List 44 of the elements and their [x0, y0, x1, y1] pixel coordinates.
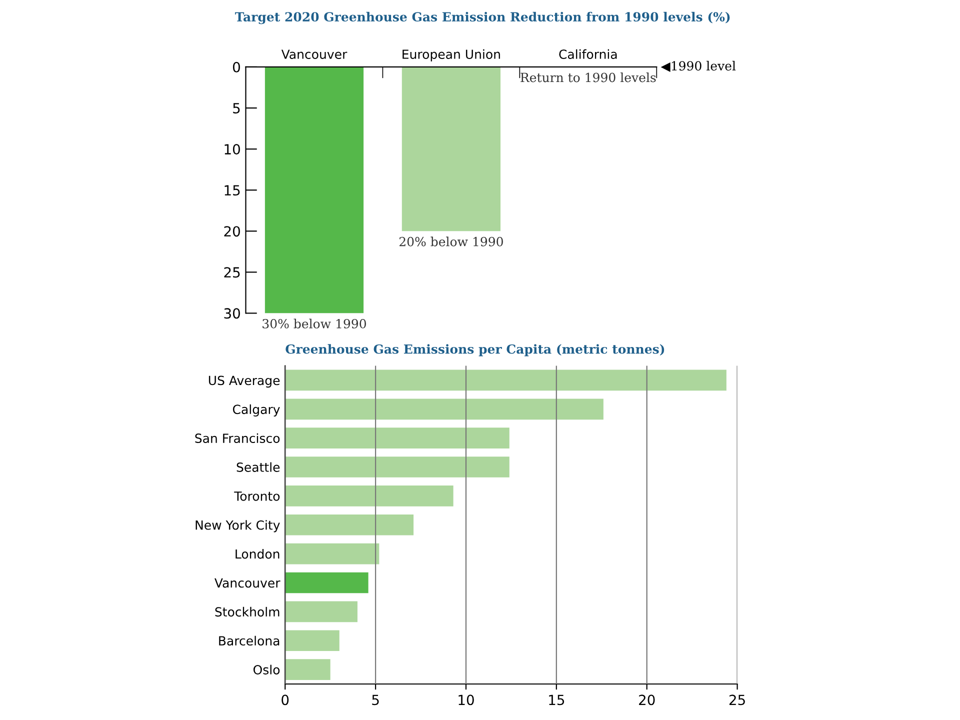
bar — [285, 428, 510, 448]
x-tick-label: 15 — [549, 694, 564, 706]
bar — [285, 514, 414, 536]
y-tick-label: US Average — [208, 376, 280, 388]
chart-title: Greenhouse Gas Emissions per Capita (metric tonnes) — [286, 344, 664, 356]
x-tick-label: Vancouver — [281, 50, 348, 59]
y-tick-label: 5 — [233, 103, 240, 114]
bar — [285, 398, 604, 420]
y-tick-label: 10 — [224, 144, 240, 155]
x-tick-label: 25 — [729, 694, 745, 706]
y-tick-label: 20 — [224, 226, 240, 237]
chart-title: Target 2020 Greenhouse Gas Emission Reduction from 1990 levels (%) — [235, 12, 730, 24]
x-tick-label: European Union — [402, 49, 500, 62]
y-tick-label: 25 — [224, 267, 240, 278]
bar — [285, 630, 340, 652]
x-tick-label: 0 — [282, 694, 289, 706]
bar — [285, 456, 510, 478]
y-tick-label: Vancouver — [214, 578, 280, 588]
bar — [285, 601, 358, 622]
bar — [285, 543, 380, 564]
y-tick-label: London — [236, 549, 280, 559]
bar — [285, 659, 330, 680]
text: ◀1990 level — [660, 60, 736, 72]
y-tick-label: 0 — [232, 62, 240, 72]
x-tick-label: 10 — [458, 694, 474, 706]
bar — [285, 572, 368, 594]
y-tick-label: Seattle — [236, 462, 280, 472]
y-tick-label: Calgary — [232, 404, 280, 417]
y-tick-label: 15 — [224, 185, 240, 196]
y-tick-label: Barcelona — [219, 636, 280, 646]
y-tick-label: Oslo — [253, 664, 280, 674]
x-tick-label: 5 — [372, 694, 379, 706]
y-tick-label: Toronto — [234, 492, 280, 501]
x-tick-label: California — [559, 49, 617, 59]
data-label: 20% below 1990 — [399, 236, 503, 246]
y-tick-label: Stockholm — [215, 606, 280, 617]
y-tick-label: 30 — [224, 308, 240, 319]
y-tick-label: New York City — [196, 520, 280, 532]
data-label: 30% below 1990 — [262, 318, 366, 328]
x-tick-label: 20 — [639, 694, 655, 706]
y-tick-label: San Francisco — [195, 433, 280, 444]
bar — [285, 486, 454, 506]
bar — [285, 370, 726, 391]
data-label: Return to 1990 levels — [520, 72, 656, 82]
